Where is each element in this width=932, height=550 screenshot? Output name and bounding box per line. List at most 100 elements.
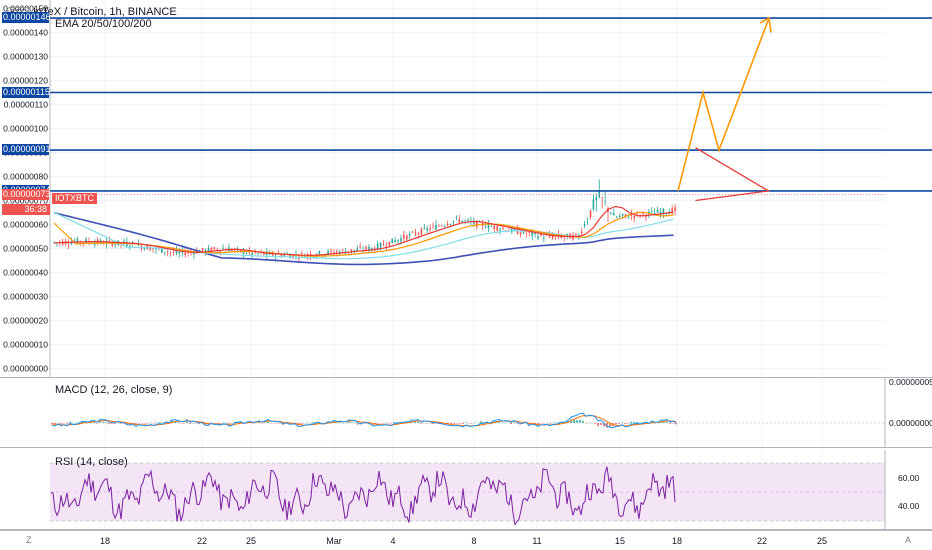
candle-body [341, 249, 344, 251]
macd-histogram-bar [600, 423, 602, 425]
macd-histogram-bar [423, 422, 425, 424]
price-tick-label: 0.00000050 [3, 244, 48, 254]
macd-histogram-bar [231, 423, 233, 424]
candle-body [650, 210, 653, 212]
corner-left-label[interactable]: Z [26, 535, 32, 545]
macd-histogram-bar [573, 419, 575, 423]
candle-body [528, 232, 531, 233]
price-tick-label: 0.00000000 [3, 364, 48, 374]
macd-histogram-bar [306, 422, 308, 424]
macd-histogram-bar [348, 421, 350, 423]
candle-body [633, 215, 636, 219]
candle-body [242, 250, 245, 255]
candle-body [630, 214, 633, 216]
candle-body [475, 220, 478, 227]
candle-body [656, 209, 659, 213]
macd-panel[interactable]: 0.00000005 0.00000000 [0, 378, 932, 448]
candle-body [204, 249, 207, 253]
rsi-panel[interactable]: 60.00 40.00 [0, 450, 932, 530]
macd-histogram-bar [270, 423, 272, 424]
macd-axis-label: 0.00000000 [889, 418, 932, 428]
time-tick-label: 11 [532, 536, 541, 546]
macd-histogram-bar [150, 422, 152, 424]
macd-histogram-bar [492, 421, 494, 423]
ema-20-line [53, 205, 674, 256]
candle-body [408, 234, 411, 236]
candle-body [583, 223, 586, 226]
candle-body [417, 233, 420, 235]
time-axis[interactable]: 18 22 25 Mar 4 8 11 15 18 22 25 [0, 530, 932, 550]
macd-histogram-bar [219, 423, 221, 424]
price-chart[interactable]: 0.00000150 0.00000140 0.00000130 0.00000120… [0, 0, 932, 378]
price-tick-label: 0.00000100 [3, 124, 48, 134]
macd-histogram-bar [309, 422, 311, 424]
level-price-tag: 0.00000146 [2, 12, 51, 24]
macd-histogram-bar [375, 423, 377, 425]
candle-body [385, 245, 388, 247]
countdown-tag: 36:38 [2, 204, 50, 215]
candle-body [356, 248, 359, 251]
candle-body [371, 247, 373, 250]
candle-body [499, 229, 501, 231]
macd-histogram-bar [507, 422, 509, 424]
macd-histogram-bar [603, 423, 605, 427]
macd-histogram-bar [171, 420, 173, 423]
candle-body [493, 225, 496, 230]
level-price-tag: 0.00000115 [2, 86, 50, 98]
candle-body [575, 233, 577, 235]
macd-histogram-bar [279, 423, 281, 424]
time-tick-label: 22 [197, 536, 207, 546]
macd-histogram-bar [555, 422, 557, 424]
time-tick-label: 15 [615, 536, 625, 546]
candle-body [502, 228, 504, 229]
candle-body [443, 225, 446, 227]
macd-histogram-bar [72, 422, 74, 424]
candle-body [411, 231, 414, 233]
candle-body [487, 223, 490, 229]
macd-histogram-bar [597, 423, 599, 427]
projection-path [677, 17, 770, 192]
candle-body [662, 208, 665, 214]
candle-body [163, 251, 166, 253]
macd-histogram-bar [465, 422, 467, 423]
candle-body [519, 232, 522, 235]
macd-histogram-bar [234, 421, 236, 423]
candle-body [426, 228, 429, 231]
macd-histogram-bar [393, 422, 395, 423]
macd-histogram-bar [180, 423, 182, 424]
macd-histogram-bar [303, 423, 305, 424]
macd-histogram-bar [558, 421, 560, 423]
candle-body [610, 212, 612, 214]
ema-200-line [53, 211, 674, 266]
corner-right-label[interactable]: A [905, 535, 912, 545]
macd-histogram-bar [471, 423, 473, 424]
candle-body [391, 238, 394, 243]
macd-legend[interactable]: MACD (12, 26, close, 9) [55, 384, 173, 396]
candle-body [382, 243, 385, 246]
macd-histogram-bar [510, 423, 512, 424]
candle-body [624, 214, 627, 216]
candle-body [636, 212, 638, 214]
candle-body [292, 254, 294, 258]
candle-body [172, 251, 175, 253]
macd-histogram-bar [201, 423, 203, 424]
rsi-axis-label: 60.00 [898, 473, 920, 483]
macd-histogram-bar [213, 423, 215, 424]
macd-histogram-bar [387, 423, 389, 424]
macd-histogram-bar [144, 423, 146, 424]
price-tick-label: 0.00000130 [3, 52, 48, 62]
macd-histogram-bar [627, 423, 629, 424]
candle-body [455, 217, 458, 218]
ema-legend[interactable]: EMA 20/50/100/200 [55, 18, 152, 30]
rsi-legend[interactable]: RSI (14, close) [55, 456, 128, 468]
macd-histogram-bar [366, 423, 368, 424]
macd-line [51, 412, 677, 429]
price-tick-label: 0.00000040 [3, 268, 48, 278]
time-tick-label: 18 [672, 536, 682, 546]
candle-body [586, 221, 589, 223]
candle-body [423, 227, 426, 229]
price-tick-label: 0.00000010 [3, 340, 48, 350]
macd-histogram-bar [153, 423, 155, 424]
candle-body [245, 253, 248, 254]
ticker-tag: IOTXBTC [52, 193, 98, 204]
